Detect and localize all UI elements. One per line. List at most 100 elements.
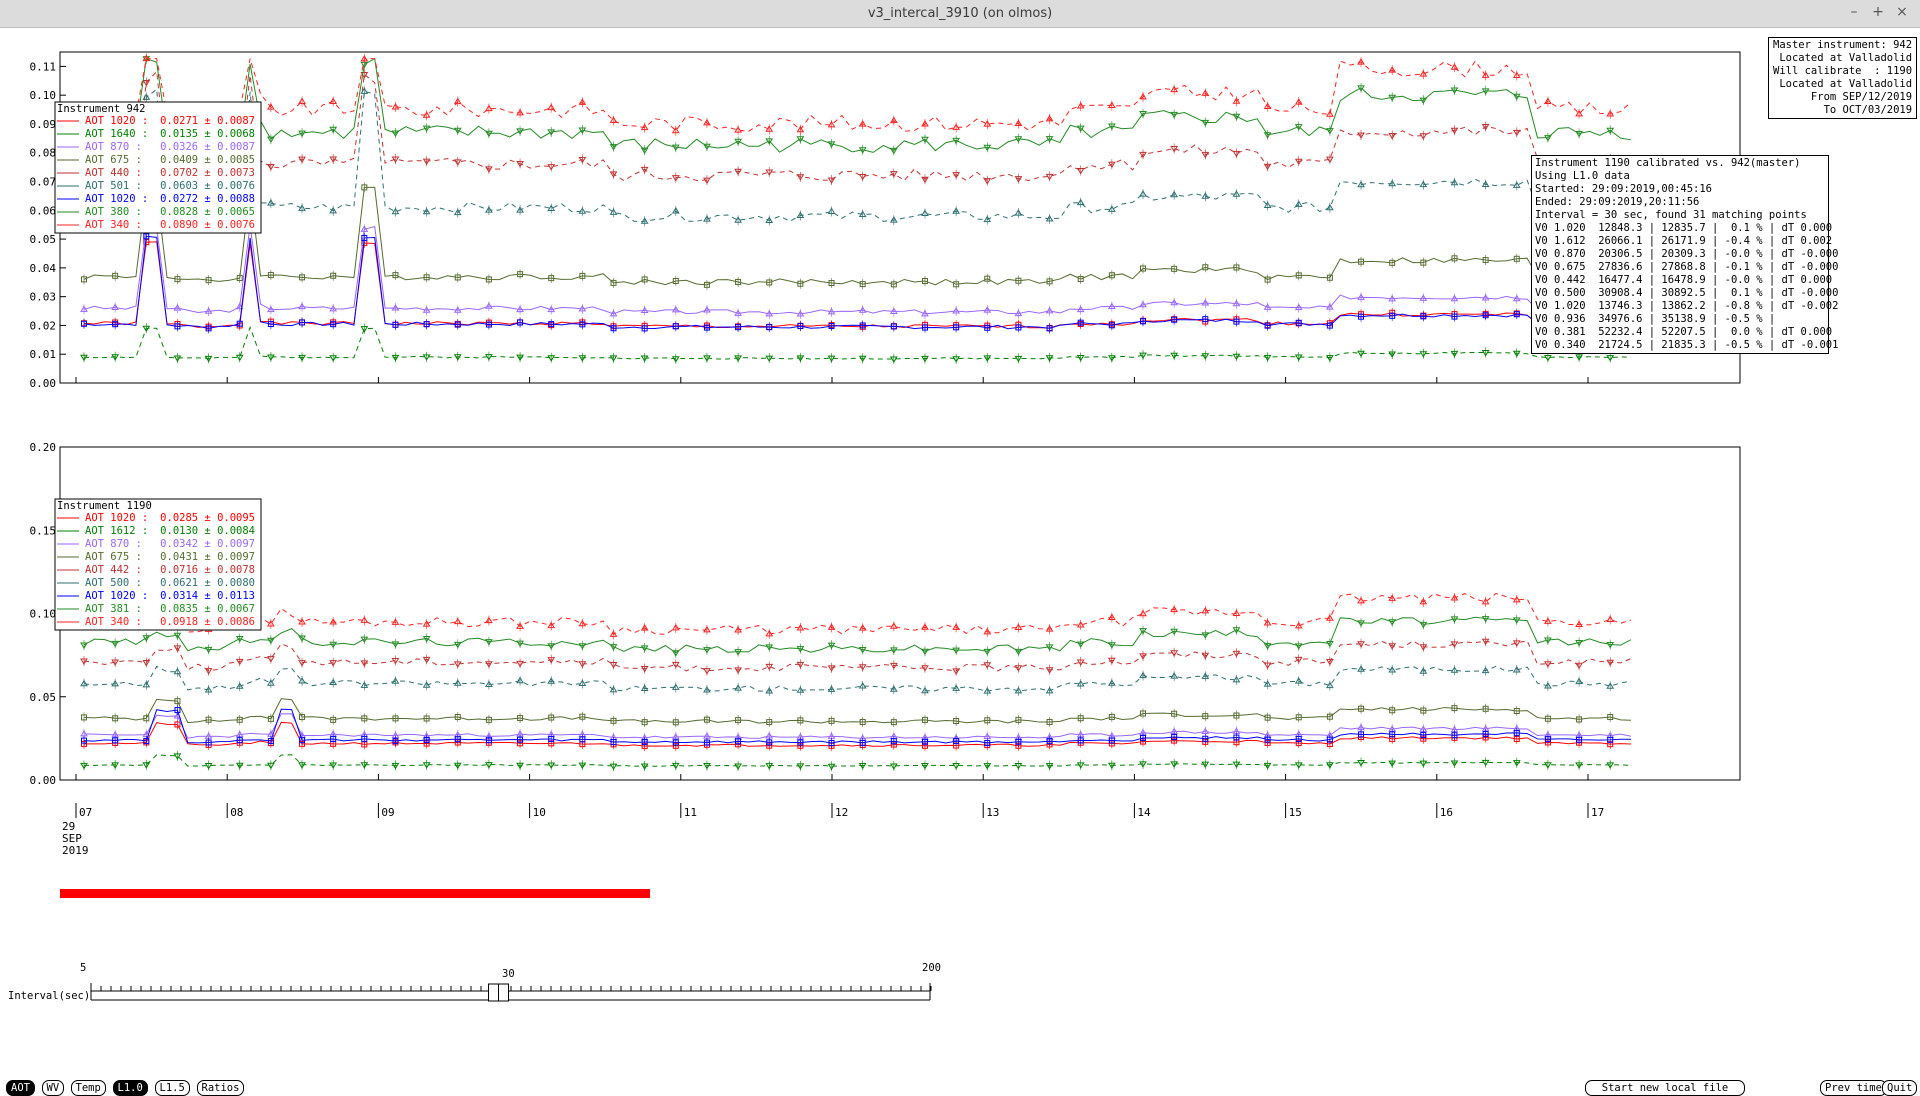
y-tick-label: 0.04 (30, 262, 57, 275)
series-line (83, 58, 1632, 132)
master-info-line: From SEP/12/2019 (1810, 91, 1913, 103)
legend-stat: 0.0835 ± 0.0067 (160, 603, 255, 615)
legend-title: Instrument 1190 (57, 500, 152, 512)
x-day-label: 11 (684, 806, 697, 819)
y-tick-label: 0.11 (30, 60, 57, 73)
x-day-label: 10 (533, 806, 546, 819)
toggle-aot-button[interactable]: AOT (6, 1080, 35, 1096)
legend-label: AOT 501 : (85, 180, 142, 192)
master-info-line: Will calibrate : 1190 (1773, 65, 1913, 77)
legend-label: AOT 442 : (85, 564, 142, 576)
calib-info-line: V0 0.340 21724.5 | 21835.3 | -0.5 % | dT… (1535, 339, 1839, 351)
toggle-ratios-button[interactable]: Ratios (196, 1080, 245, 1096)
master-info-line: Located at Valladolid (1779, 52, 1913, 64)
y-tick-label: 0.01 (30, 348, 57, 361)
legend-stat: 0.0135 ± 0.0068 (160, 128, 255, 140)
master-info-line: Located at Valladolid (1779, 78, 1913, 90)
minimize-icon[interactable]: – (1850, 4, 1858, 20)
master-info-line: Master instrument: 942 (1773, 39, 1913, 51)
y-tick-label: 0.20 (30, 441, 57, 454)
legend-label: AOT 1640 : (85, 128, 148, 140)
legend-stat: 0.0285 ± 0.0095 (160, 512, 255, 524)
calib-info-line: V0 0.675 27836.6 | 27868.8 | -0.1 % | dT… (1535, 261, 1839, 273)
interval-label: Interval(sec) (8, 990, 91, 1002)
series-aot440-4 (80, 69, 1632, 186)
calib-info-line: Ended: 29:09:2019,20:11:56 (1535, 196, 1700, 208)
series-aot340-8 (80, 592, 1632, 640)
legend-label: AOT 500 : (85, 577, 142, 589)
legend-stat: 0.0918 ± 0.0086 (160, 616, 255, 628)
start-new-local-file-button[interactable]: Start new local file (1585, 1080, 1745, 1096)
close-icon[interactable]: × (1896, 4, 1908, 20)
legend-box (54, 101, 262, 234)
window-title: v3_intercal_3910 (on olmos) (867, 6, 1053, 21)
series-aot1640-1 (80, 323, 1631, 365)
series-line (83, 225, 1632, 315)
y-tick-label: 0.05 (30, 233, 57, 246)
legend-label: AOT 381 : (85, 603, 142, 615)
legend-label: AOT 340 : (85, 616, 142, 628)
quit-button[interactable]: Quit (1882, 1080, 1918, 1096)
legend-label: AOT 440 : (85, 167, 142, 179)
legend-label: AOT 1020 : (85, 115, 148, 127)
legend-box (54, 498, 262, 631)
x-day-label: 14 (1137, 806, 1151, 819)
x-day-label: 09 (381, 806, 394, 819)
legend-label: AOT 1612 : (85, 525, 148, 537)
series-aot501-5 (80, 86, 1632, 227)
x-day-label: 08 (230, 806, 243, 819)
series-line (83, 592, 1632, 636)
y-tick-label: 0.07 (30, 176, 57, 189)
toggle-temp-button[interactable]: Temp (70, 1080, 106, 1096)
slider-tick-mid: 30 (502, 968, 515, 980)
series-line (83, 754, 1631, 767)
toggle-wv-button[interactable]: WV (41, 1080, 65, 1096)
toggle-l15-button[interactable]: L1.5 (154, 1080, 190, 1096)
calib-info-line: V0 1.020 13746.3 | 13862.2 | -0.8 % | dT… (1535, 300, 1839, 312)
legend-label: AOT 675 : (85, 551, 142, 563)
legend-label: AOT 870 : (85, 141, 142, 153)
x-day-label: 15 (1289, 806, 1302, 819)
legend-stat: 0.0431 ± 0.0097 (160, 551, 255, 563)
series-line (83, 186, 1632, 286)
series-line (83, 698, 1631, 724)
legend: Instrument 1190 AOT 1020 : 0.0285 ± 0.0095… (54, 498, 262, 631)
master-instrument-info: Master instrument: 942 Located at Vallado… (1768, 37, 1918, 119)
series-aot380-7 (80, 53, 1632, 156)
y-tick-label: 0.03 (30, 291, 57, 304)
series-line (83, 708, 1631, 744)
series-aot1020-6 (81, 231, 1632, 334)
master-info-line: To OCT/03/2019 (1823, 104, 1913, 116)
progress-bar (60, 889, 650, 898)
series-line (83, 70, 1632, 182)
legend-stat: 0.0326 ± 0.0087 (160, 141, 255, 153)
x-day-label: 07 (79, 806, 92, 819)
legend-stat: 0.0314 ± 0.0113 (160, 590, 255, 602)
legend-stat: 0.0409 ± 0.0085 (160, 154, 255, 166)
legend-label: AOT 1020 : (85, 590, 148, 602)
series-aot1612-1 (80, 750, 1631, 772)
prev-time-button[interactable]: Prev time (1820, 1080, 1887, 1096)
y-tick-label: 0.00 (30, 774, 57, 787)
legend-stat: 0.0272 ± 0.0088 (160, 193, 255, 205)
window-titlebar: v3_intercal_3910 (on olmos) – + × (0, 0, 1920, 28)
calib-info-line: V0 1.020 12848.3 | 12835.7 | 0.1 % | dT … (1535, 222, 1833, 234)
series-line (83, 616, 1632, 654)
x-day-label: 17 (1591, 806, 1604, 819)
legend-title: Instrument 942 (57, 103, 146, 115)
toggle-l10-button[interactable]: L1.0 (112, 1080, 148, 1096)
legend-stat: 0.0702 ± 0.0073 (160, 167, 255, 179)
series-aot381-7 (80, 613, 1632, 658)
series-aot870-2 (80, 222, 1632, 320)
x-date-label: 29 (62, 820, 75, 833)
series-aot675-3 (81, 696, 1631, 728)
legend-label: AOT 1020 : (85, 193, 148, 205)
y-tick-label: 0.06 (30, 204, 57, 217)
maximize-icon[interactable]: + (1872, 4, 1884, 20)
legend-stat: 0.0271 ± 0.0087 (160, 115, 255, 127)
y-tick-label: 0.02 (30, 319, 57, 332)
legend-stat: 0.0621 ± 0.0080 (160, 577, 255, 589)
slider-tick-max: 200 (922, 962, 941, 974)
aot-plots: 0.00 0.01 0.02 0.03 0.04 0.05 0.06 0.07 0.08 0.09… (30, 51, 1741, 1002)
